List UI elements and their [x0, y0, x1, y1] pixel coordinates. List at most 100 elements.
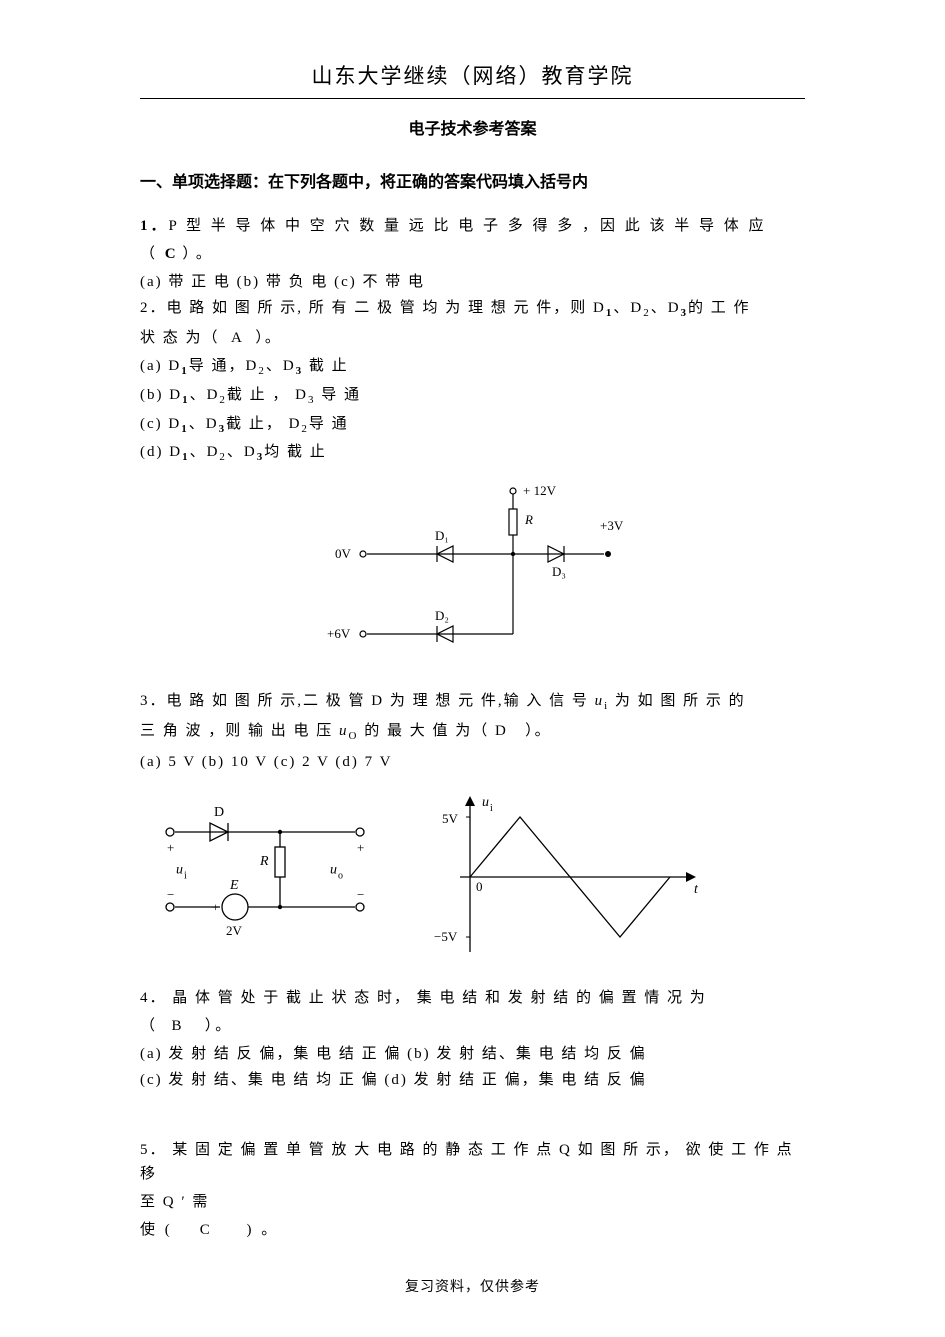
- question-3-line2: 三 角 波 ，则 输 出 电 压 uO 的 最 大 值 为（ D ）。: [140, 719, 805, 746]
- q2-opt-c: (c) D1、D3截 止， D2导 通: [140, 412, 805, 439]
- doc-subtitle: 电子技术参考答案: [140, 117, 805, 143]
- page-footer: 复习资料，仅供参考: [0, 1277, 945, 1299]
- q1-answer: C: [165, 246, 176, 262]
- q2d-s2: 2: [219, 451, 227, 463]
- q5-answer: C: [200, 1222, 213, 1238]
- q5-l3b: ) 。: [247, 1222, 280, 1238]
- q3-l2b: 的 最 大 值 为（: [358, 723, 489, 739]
- svg-text:t: t: [694, 882, 699, 897]
- q2c-1: (c) D: [140, 416, 181, 432]
- q4-po: （: [140, 1018, 158, 1034]
- figure-2b-waveform: ui t 5V −5V 0: [410, 792, 710, 962]
- q2-l1c: 、D: [651, 300, 681, 316]
- q2d-1: (d) D: [140, 444, 182, 460]
- question-5-line2: 至 Q ′ 需: [140, 1190, 805, 1214]
- svg-text:u: u: [330, 862, 337, 877]
- q2a-s2: 2: [258, 365, 266, 377]
- svg-text:E: E: [229, 878, 239, 893]
- q3-ui: u: [595, 693, 605, 709]
- q2-opt-d: (d) D1、D2、D3均 截 止: [140, 440, 805, 467]
- q2d-s1: 1: [182, 451, 190, 463]
- question-4-answer-line: （ B ）。: [140, 1014, 805, 1038]
- q2a-1: (a) D: [140, 358, 181, 374]
- q4-options-2: (c) 发 射 结、集 电 结 均 正 偏 (d) 发 射 结 正 偏，集 电 …: [140, 1068, 805, 1092]
- figure-2-container: D+−ui+−uoRE+−2V uit5V−5V0: [140, 792, 805, 962]
- q2b-1: (b) D: [140, 387, 182, 403]
- q2-sub2: 2: [643, 307, 651, 319]
- q2b-s2: 2: [219, 394, 227, 406]
- q1-prefix: 1．: [140, 218, 169, 234]
- svg-text:2V: 2V: [226, 923, 243, 938]
- q2d-4: 均 截 止: [264, 444, 327, 460]
- svg-text:i: i: [184, 870, 187, 881]
- q1-options: (a) 带 正 电 (b) 带 负 电 (c) 不 带 电: [140, 270, 805, 294]
- q2b-s3: 3: [308, 394, 316, 406]
- q2-l1d: 的 工 作: [688, 300, 751, 316]
- svg-text:R: R: [259, 854, 269, 869]
- q2a-4: 截 止: [303, 358, 349, 374]
- q2b-4: 导 通: [316, 387, 362, 403]
- svg-text:−: −: [250, 900, 257, 914]
- svg-text:D₁: D₁: [435, 528, 449, 543]
- svg-text:−5V: −5V: [434, 929, 458, 944]
- svg-text:o: o: [338, 870, 343, 881]
- q2d-3: 、D: [227, 444, 257, 460]
- q3-l2c: ）。: [525, 723, 552, 739]
- figure-2a-circuit: D+−ui+−uoRE+−2V: [150, 792, 380, 942]
- q3-options: (a) 5 V (b) 10 V (c) 2 V (d) 7 V: [140, 750, 805, 774]
- svg-text:−: −: [357, 887, 364, 902]
- q2c-s2: 2: [301, 423, 309, 435]
- svg-text:R: R: [524, 512, 533, 527]
- q2-l2a: 状 态 为（: [140, 330, 220, 346]
- q2-sub3: 3: [681, 307, 689, 319]
- question-1-answer-line: （ C ）。: [140, 242, 805, 266]
- header-underline: [140, 98, 805, 99]
- q2c-2: 、D: [189, 416, 219, 432]
- q2-opt-b: (b) D1、D2截 止 ， D3 导 通: [140, 383, 805, 410]
- figure-1-container: + 12VR0VD₁+6VD₂D₃+3V: [140, 479, 805, 669]
- q3-l2a: 三 角 波 ，则 输 出 电 压: [140, 723, 339, 739]
- q1-paren-close: ）。: [182, 246, 217, 262]
- svg-text:D₃: D₃: [552, 564, 566, 579]
- question-2-line2: 状 态 为（ A ）。: [140, 326, 805, 350]
- section-1-title: 一、单项选择题：在下列各题中，将正确的答案代码填入括号内: [140, 170, 805, 196]
- q2-l1b: 、D: [613, 300, 643, 316]
- q3-uo: u: [339, 723, 349, 739]
- q1-paren-open: （: [140, 246, 158, 262]
- q2a-3: 、D: [266, 358, 296, 374]
- svg-text:i: i: [490, 803, 493, 814]
- svg-text:5V: 5V: [442, 811, 459, 826]
- svg-text:u: u: [482, 795, 489, 810]
- q2-answer: A: [231, 330, 244, 346]
- q4-answer: B: [172, 1018, 185, 1034]
- svg-text:+: +: [357, 840, 364, 855]
- q1-text: P 型 半 导 体 中 空 穴 数 量 远 比 电 子 多 得 多 ，因 此 该…: [169, 218, 767, 234]
- q2c-s3: 3: [219, 423, 227, 435]
- q2-l2b: ）。: [255, 330, 282, 346]
- svg-text:u: u: [176, 862, 183, 877]
- q2d-2: 、D: [190, 444, 220, 460]
- q2a-s1: 1: [181, 365, 189, 377]
- svg-text:+: +: [167, 840, 174, 855]
- question-5-line1: 5． 某 固 定 偏 置 单 管 放 大 电 路 的 静 态 工 作 点 Q 如…: [140, 1138, 805, 1186]
- q3-l1a: 3．电 路 如 图 所 示,二 极 管 D 为 理 想 元 件,输 入 信 号: [140, 693, 595, 709]
- svg-text:0: 0: [476, 879, 483, 894]
- figure-1-circuit: + 12VR0VD₁+6VD₂D₃+3V: [313, 479, 633, 669]
- question-3-line1: 3．电 路 如 图 所 示,二 极 管 D 为 理 想 元 件,输 入 信 号 …: [140, 689, 805, 716]
- q2-l1a: 2．电 路 如 图 所 示, 所 有 二 极 管 均 为 理 想 元 件，则 D: [140, 300, 606, 316]
- header-institution: 山东大学继续（网络）教育学院: [140, 60, 805, 94]
- q2c-s1: 1: [181, 423, 189, 435]
- q4-options-1: (a) 发 射 结 反 偏，集 电 结 正 偏 (b) 发 射 结、集 电 结 …: [140, 1042, 805, 1066]
- q5-l3a: 使 (: [140, 1222, 173, 1238]
- q2-opt-a: (a) D1导 通，D2、D3 截 止: [140, 354, 805, 381]
- svg-text:0V: 0V: [335, 546, 352, 561]
- question-2-line1: 2．电 路 如 图 所 示, 所 有 二 极 管 均 为 理 想 元 件，则 D…: [140, 296, 805, 323]
- q2b-3: 截 止 ， D: [227, 387, 308, 403]
- q2c-3: 截 止， D: [226, 416, 301, 432]
- svg-text:+6V: +6V: [327, 626, 351, 641]
- svg-text:+3V: +3V: [600, 518, 624, 533]
- q2c-4: 导 通: [309, 416, 349, 432]
- q3-l1b: 为 如 图 所 示 的: [609, 693, 746, 709]
- svg-text:−: −: [167, 887, 174, 902]
- q2a-2: 导 通，D: [189, 358, 259, 374]
